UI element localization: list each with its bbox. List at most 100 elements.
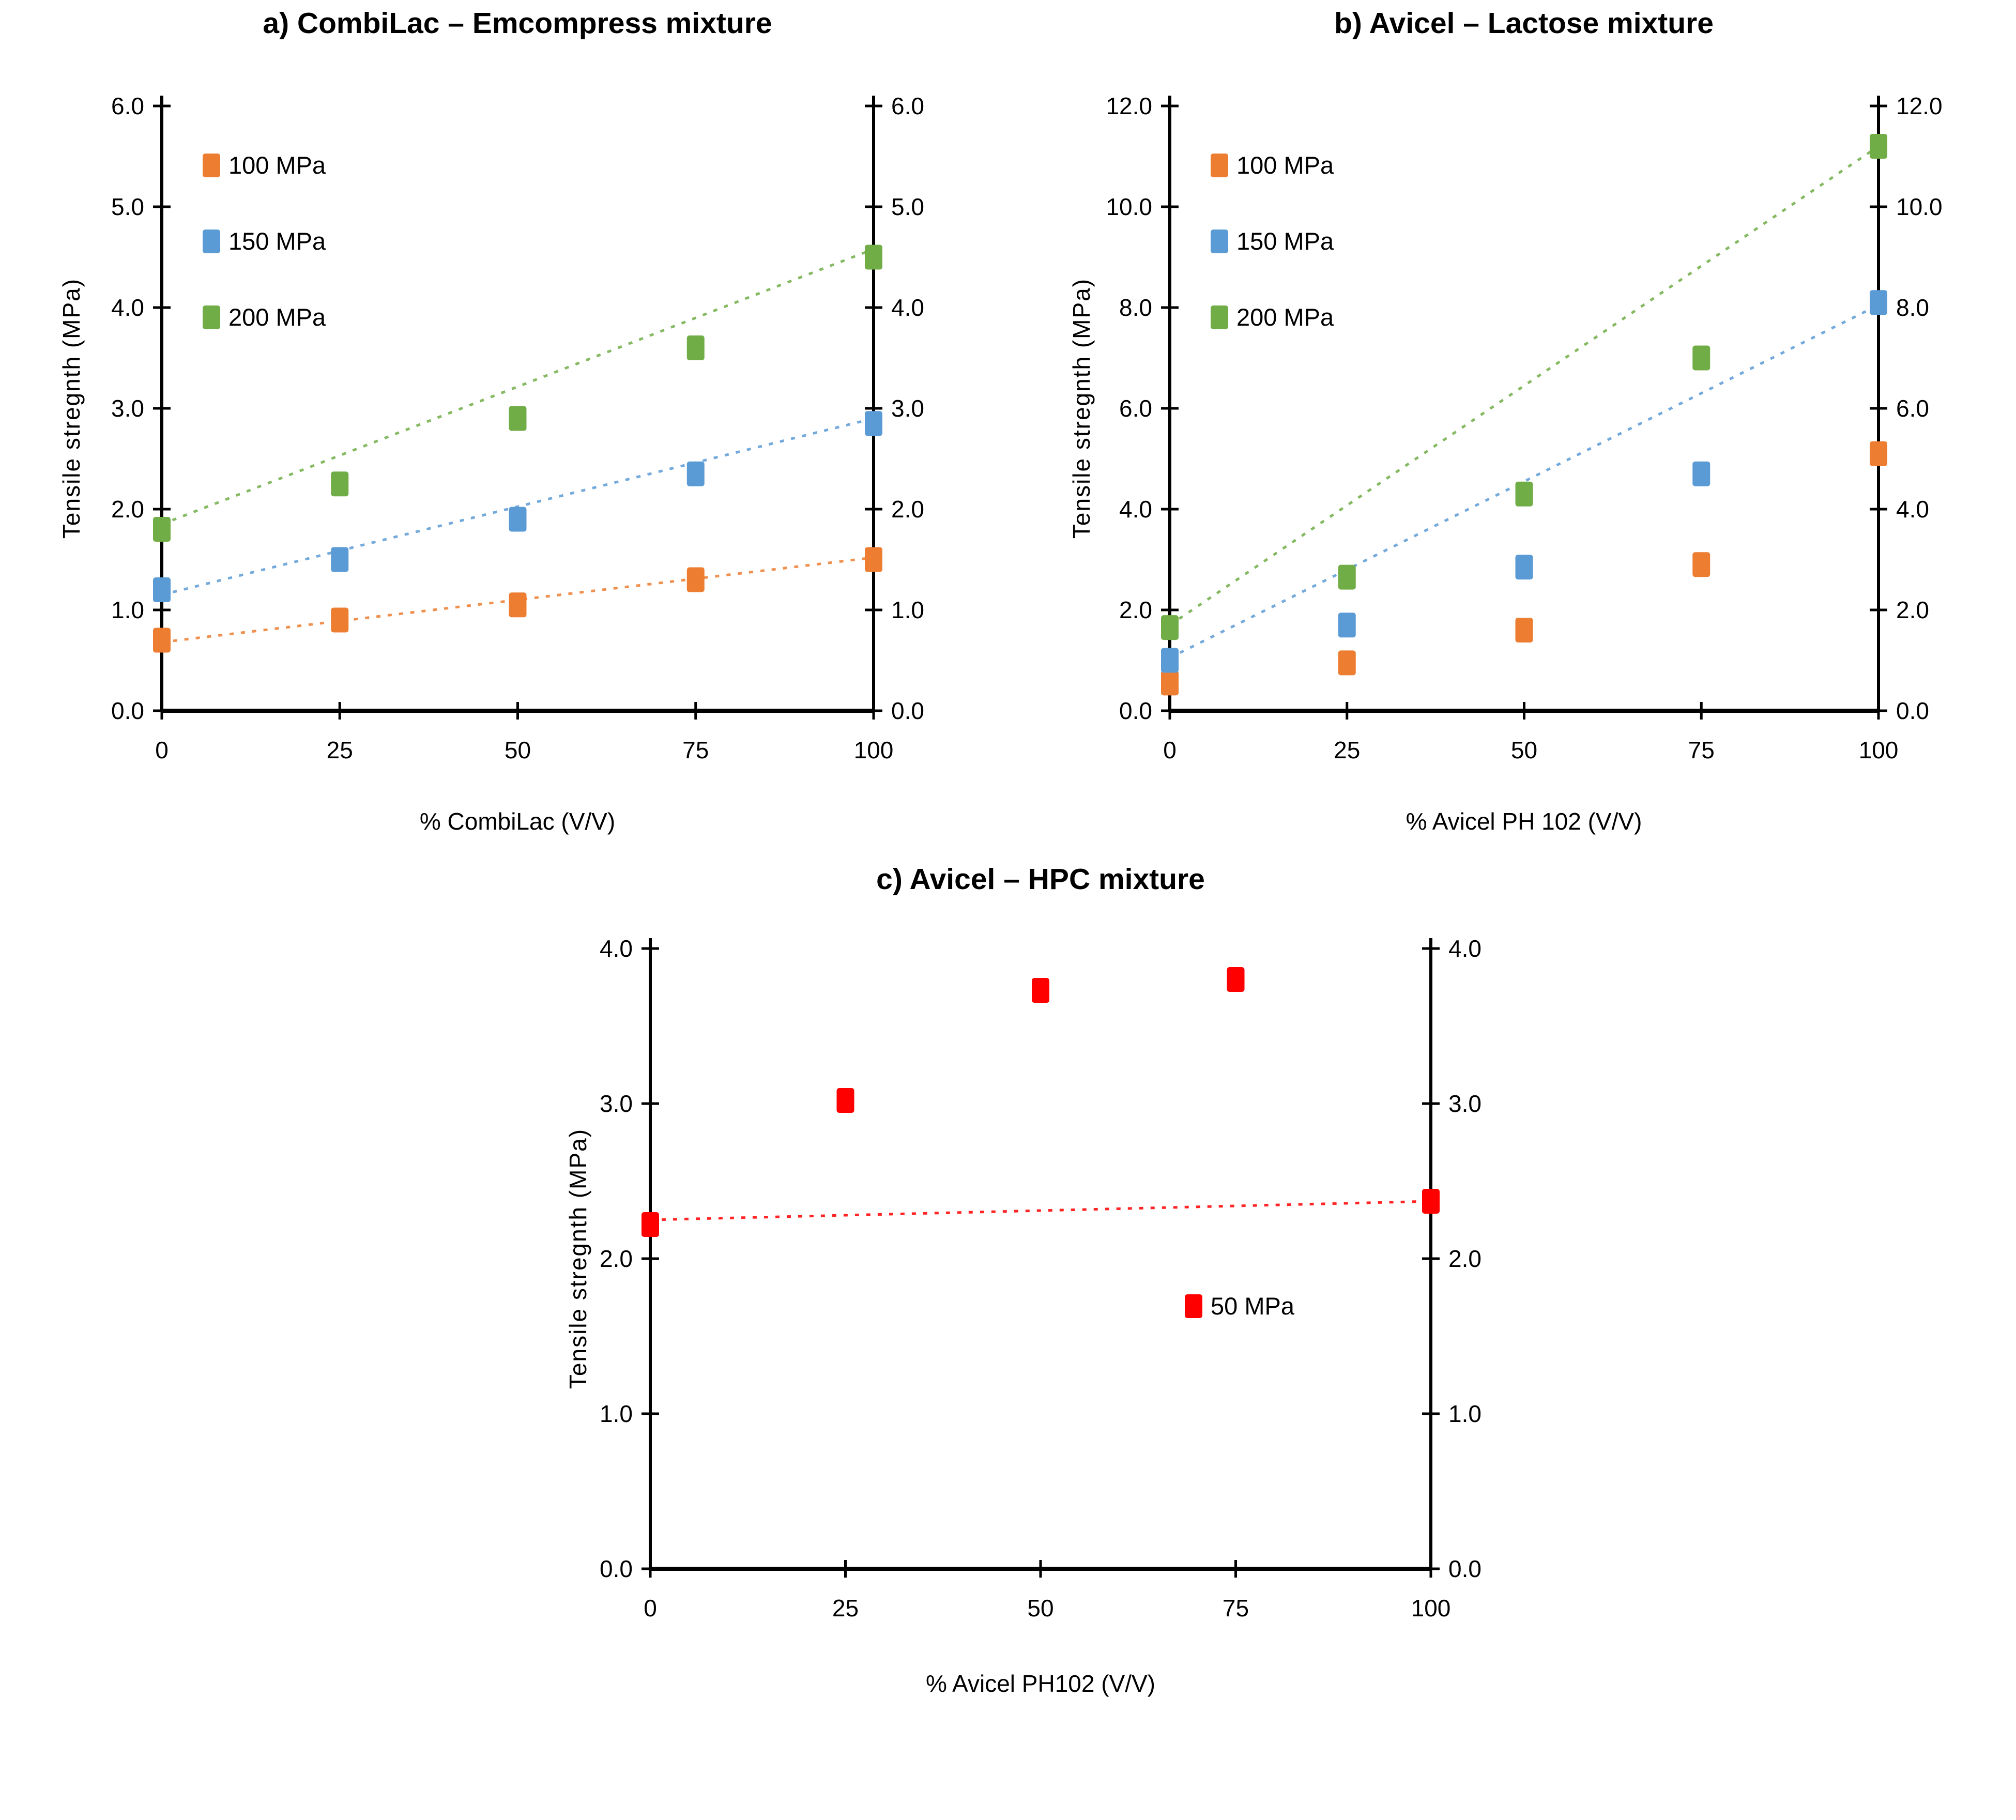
data-point-marker bbox=[509, 592, 527, 618]
y-tick-label: 5.0 bbox=[111, 193, 144, 220]
y-tick-label: 0.0 bbox=[1119, 697, 1152, 724]
legend-item: 100 MPa bbox=[1211, 151, 1334, 179]
data-point-marker bbox=[1870, 441, 1887, 466]
y-tick-label: 3.0 bbox=[891, 395, 924, 422]
y-tick-label: 5.0 bbox=[891, 193, 924, 220]
data-point-marker bbox=[1515, 481, 1533, 507]
y-tick-label: 0.0 bbox=[1896, 697, 1929, 724]
chart-c-title: c) Avicel – HPC mixture bbox=[876, 863, 1205, 896]
x-tick-label: 25 bbox=[1334, 737, 1360, 763]
x-tick-label: 0 bbox=[155, 737, 169, 763]
x-tick-label: 100 bbox=[1859, 737, 1899, 763]
data-point-marker bbox=[1692, 552, 1710, 577]
data-point-marker bbox=[153, 517, 171, 542]
y-tick-label: 10.0 bbox=[1896, 193, 1943, 220]
legend-item: 150 MPa bbox=[203, 227, 326, 255]
x-tick-label: 50 bbox=[505, 737, 531, 763]
y-tick-label: 0.0 bbox=[600, 1555, 633, 1582]
data-point-marker bbox=[686, 335, 705, 360]
data-point-marker bbox=[153, 577, 171, 602]
data-point-marker bbox=[1338, 564, 1356, 590]
data-point-marker bbox=[836, 1088, 854, 1113]
data-point-marker bbox=[1338, 613, 1356, 638]
data-point-marker bbox=[1515, 555, 1533, 580]
y-tick-label: 2.0 bbox=[1896, 597, 1929, 623]
data-point-marker bbox=[1870, 134, 1887, 159]
y-tick-label: 0.0 bbox=[111, 697, 144, 724]
legend-swatch-icon bbox=[203, 229, 220, 253]
chart-a-xaxis-title: % CombiLac (V/V) bbox=[419, 808, 616, 835]
y-tick-label: 0.0 bbox=[1448, 1555, 1482, 1582]
x-tick-label: 50 bbox=[1511, 737, 1537, 763]
legend-item-label: 200 MPa bbox=[1236, 303, 1334, 331]
legend-item-label: 200 MPa bbox=[228, 303, 326, 331]
y-tick-label: 10.0 bbox=[1106, 193, 1152, 220]
data-point-marker bbox=[1692, 461, 1710, 486]
data-point-marker bbox=[1422, 1189, 1440, 1214]
legend-item: 50 MPa bbox=[1185, 1292, 1294, 1320]
legend-swatch-icon bbox=[1185, 1294, 1202, 1318]
y-tick-label: 12.0 bbox=[1106, 93, 1152, 119]
legend-item-label: 100 MPa bbox=[228, 151, 326, 179]
data-point-marker bbox=[642, 1212, 659, 1237]
legend-swatch-icon bbox=[203, 153, 220, 177]
data-point-marker bbox=[1161, 648, 1179, 673]
chart-a-title: a) CombiLac – Emcompress mixture bbox=[263, 7, 772, 40]
y-tick-label: 2.0 bbox=[1448, 1245, 1482, 1272]
y-tick-label: 1.0 bbox=[600, 1400, 633, 1427]
y-tick-label: 0.0 bbox=[891, 697, 924, 724]
x-tick-label: 0 bbox=[644, 1595, 657, 1622]
y-tick-label: 4.0 bbox=[1119, 496, 1152, 523]
data-point-marker bbox=[1161, 670, 1179, 696]
y-tick-label: 3.0 bbox=[111, 395, 144, 422]
x-tick-label: 75 bbox=[682, 737, 709, 763]
legend-item: 200 MPa bbox=[203, 303, 326, 331]
data-point-marker bbox=[331, 471, 349, 497]
data-point-marker bbox=[509, 507, 527, 532]
trend-line bbox=[161, 417, 874, 597]
data-point-marker bbox=[686, 461, 705, 486]
y-tick-label: 2.0 bbox=[111, 496, 144, 523]
y-tick-label: 3.0 bbox=[600, 1090, 633, 1117]
chart-a-yaxis-title: Tensile stregnth (MPa) bbox=[58, 278, 85, 539]
data-point-marker bbox=[1692, 345, 1710, 371]
legend-swatch-icon bbox=[1211, 305, 1228, 329]
chart-b-xaxis-title: % Avicel PH 102 (V/V) bbox=[1406, 808, 1642, 835]
legend-item: 100 MPa bbox=[203, 151, 326, 179]
data-point-marker bbox=[1227, 967, 1245, 992]
data-point-marker bbox=[1870, 290, 1887, 315]
y-tick-label: 12.0 bbox=[1896, 93, 1943, 119]
trend-line bbox=[650, 1200, 1431, 1221]
x-tick-label: 25 bbox=[327, 737, 353, 763]
x-tick-label: 0 bbox=[1163, 737, 1177, 763]
legend-item-label: 150 MPa bbox=[1236, 227, 1334, 255]
y-tick-label: 8.0 bbox=[1896, 294, 1929, 321]
chart-b-yaxis-title: Tensile stregnth (MPa) bbox=[1068, 278, 1095, 539]
legend-item-label: 150 MPa bbox=[228, 227, 326, 255]
data-point-marker bbox=[686, 567, 705, 592]
data-point-marker bbox=[331, 607, 349, 633]
data-point-marker bbox=[1161, 615, 1179, 640]
legend-item: 150 MPa bbox=[1211, 227, 1334, 255]
y-tick-label: 4.0 bbox=[1448, 935, 1482, 962]
data-point-marker bbox=[153, 628, 171, 653]
chart-c-xaxis-title: % Avicel PH102 (V/V) bbox=[925, 1670, 1156, 1697]
data-point-marker bbox=[1032, 978, 1049, 1003]
x-tick-label: 75 bbox=[1688, 737, 1715, 763]
y-tick-label: 1.0 bbox=[891, 597, 924, 623]
trend-line bbox=[161, 248, 874, 526]
trend-line bbox=[1169, 303, 1880, 659]
y-tick-label: 2.0 bbox=[1119, 597, 1152, 623]
legend-item-label: 100 MPa bbox=[1236, 151, 1334, 179]
y-tick-label: 6.0 bbox=[1896, 395, 1929, 422]
legend-swatch-icon bbox=[1211, 153, 1228, 177]
legend-swatch-icon bbox=[203, 305, 220, 329]
x-tick-label: 100 bbox=[854, 737, 894, 763]
x-tick-label: 25 bbox=[832, 1595, 859, 1622]
data-point-marker bbox=[331, 547, 349, 572]
legend-item: 200 MPa bbox=[1211, 303, 1334, 331]
data-point-marker bbox=[865, 244, 882, 270]
x-tick-label: 100 bbox=[1411, 1595, 1451, 1622]
